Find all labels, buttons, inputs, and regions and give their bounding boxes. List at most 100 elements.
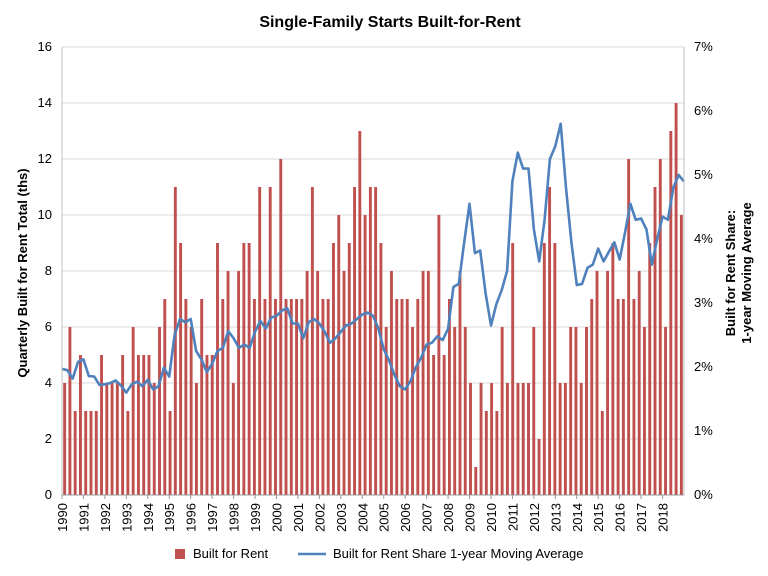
- x-tick-label: 1996: [184, 503, 199, 532]
- bar: [300, 299, 304, 495]
- bar: [89, 411, 93, 495]
- bar: [664, 327, 668, 495]
- bar: [231, 383, 235, 495]
- y-left-tick-label: 8: [45, 263, 52, 278]
- bar: [474, 467, 478, 495]
- bar: [173, 187, 177, 495]
- bar: [247, 243, 251, 495]
- bars-built-for-rent: [63, 103, 683, 495]
- legend-swatch-bars: [175, 549, 185, 559]
- bar: [78, 355, 82, 495]
- bar: [669, 131, 673, 495]
- bar: [216, 243, 219, 495]
- bar: [421, 271, 425, 495]
- bar: [353, 187, 357, 495]
- y-axis-right-title-line1: Built for Rent Share:: [723, 210, 738, 336]
- bar: [310, 187, 314, 495]
- bar: [158, 327, 161, 495]
- bar: [648, 243, 652, 495]
- y-left-tick-label: 4: [45, 375, 52, 390]
- bar: [532, 327, 536, 495]
- bar: [142, 355, 146, 495]
- bar: [574, 327, 578, 495]
- bar: [432, 355, 436, 495]
- bar: [643, 327, 646, 495]
- bar: [463, 327, 467, 495]
- bar: [558, 383, 562, 495]
- bar: [126, 411, 130, 495]
- bar: [200, 299, 204, 495]
- bar: [553, 243, 557, 495]
- y-left-tick-label: 14: [38, 95, 52, 110]
- x-tick-label: 1995: [162, 503, 177, 532]
- x-tick-label: 2001: [291, 503, 306, 532]
- bar: [274, 299, 277, 495]
- x-tick-label: 2004: [355, 503, 370, 532]
- x-tick-label: 1991: [76, 503, 91, 532]
- bar: [516, 383, 520, 495]
- x-tick-label: 2010: [484, 503, 499, 532]
- bar: [658, 159, 662, 495]
- bar: [184, 299, 188, 495]
- bar: [263, 299, 267, 495]
- bar: [384, 327, 388, 495]
- y-left-tick-label: 2: [45, 431, 52, 446]
- bar: [316, 271, 320, 495]
- bar: [511, 243, 515, 495]
- bar: [374, 187, 378, 495]
- bar: [621, 299, 625, 495]
- x-tick-label: 2002: [312, 503, 327, 532]
- y-left-tick-label: 6: [45, 319, 52, 334]
- x-tick-label: 2016: [613, 503, 628, 532]
- bar: [168, 411, 172, 495]
- bar: [258, 187, 262, 495]
- bar: [616, 299, 620, 495]
- bar: [389, 271, 393, 495]
- y-left-tick-label: 10: [38, 207, 52, 222]
- legend-label-bars: Built for Rent: [193, 546, 269, 561]
- y-right-tick-label: 3%: [694, 295, 713, 310]
- legend: Built for Rent Built for Rent Share 1-ye…: [175, 546, 584, 561]
- y-right-tick-label: 0%: [694, 487, 713, 502]
- bar: [105, 383, 109, 495]
- chart-title: Single-Family Starts Built-for-Rent: [259, 14, 521, 31]
- y-right-tick-label: 5%: [694, 167, 713, 182]
- bar: [342, 271, 346, 495]
- bar: [527, 383, 530, 495]
- bar: [595, 271, 599, 495]
- bar: [627, 159, 631, 495]
- x-tick-label: 2018: [656, 503, 671, 532]
- bar: [400, 299, 404, 495]
- y-axis-right-title-line2: 1-year Moving Average: [739, 202, 754, 343]
- bar: [237, 271, 241, 495]
- bar: [442, 355, 446, 495]
- bar: [453, 327, 457, 495]
- y-axis-left-title: Quarterly Built for Rent Total (ths): [15, 168, 30, 377]
- bar: [484, 411, 488, 495]
- bar: [490, 383, 494, 495]
- bar: [416, 299, 420, 495]
- bar: [242, 243, 246, 495]
- bar: [284, 299, 288, 495]
- bar: [495, 411, 499, 495]
- bar: [632, 299, 636, 495]
- bar: [136, 355, 140, 495]
- bar: [179, 243, 183, 495]
- bar: [426, 271, 430, 495]
- bar: [479, 383, 483, 495]
- bar: [569, 327, 573, 495]
- x-tick-label: 2000: [269, 503, 284, 532]
- bar: [332, 243, 335, 495]
- x-tick-label: 2013: [548, 503, 563, 532]
- bar: [100, 355, 103, 495]
- line-share-moving-average: [61, 122, 685, 394]
- bar: [289, 299, 293, 495]
- bar: [600, 411, 604, 495]
- bar: [521, 383, 525, 495]
- bar: [405, 299, 409, 495]
- bar: [679, 215, 683, 495]
- bar: [674, 103, 678, 495]
- bar: [84, 411, 88, 495]
- bar: [321, 299, 325, 495]
